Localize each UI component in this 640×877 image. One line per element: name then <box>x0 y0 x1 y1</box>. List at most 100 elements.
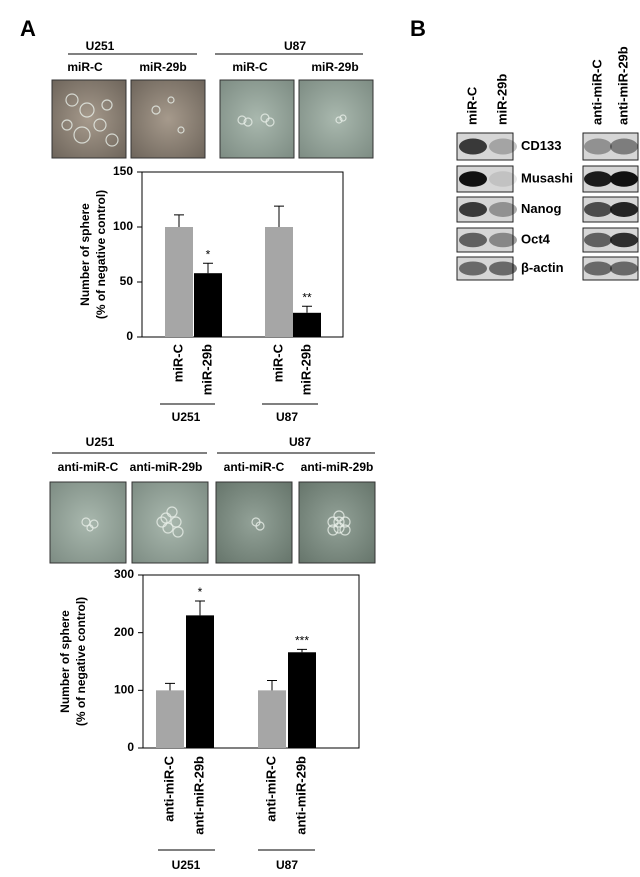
cell <box>333 522 345 534</box>
bar <box>265 227 293 337</box>
bar <box>258 690 286 748</box>
sphere-image <box>51 79 127 159</box>
protein-label: Nanog <box>521 201 562 216</box>
y-axis-label: (% of negative control) <box>94 190 108 319</box>
bar <box>194 273 222 337</box>
x-tick-label: miR-C <box>270 343 285 382</box>
cell <box>93 118 107 132</box>
significance: * <box>198 585 203 599</box>
protein-label: Oct4 <box>521 231 551 246</box>
error-bar <box>174 214 184 227</box>
lane-label: anti-miR-29b <box>615 46 630 125</box>
cell <box>335 116 343 124</box>
cell <box>162 522 174 534</box>
cell <box>339 524 351 536</box>
x-tick-label: miR-C <box>170 343 185 382</box>
protein-label: CD133 <box>521 138 561 153</box>
y-tick-label: 300 <box>114 567 134 581</box>
band <box>584 202 612 217</box>
cell-line-label: U251 <box>86 435 115 449</box>
sphere-image <box>298 481 376 564</box>
band <box>584 138 612 155</box>
y-tick-label: 0 <box>126 329 133 343</box>
sphere-image <box>131 481 209 564</box>
cell <box>89 519 99 529</box>
bar <box>186 615 214 748</box>
y-tick-label: 100 <box>113 219 133 233</box>
y-tick-label: 200 <box>114 625 134 639</box>
x-tick-label: anti-miR-C <box>161 755 176 821</box>
bar <box>293 312 321 337</box>
image-label: anti-miR-29b <box>130 460 203 474</box>
band <box>610 261 638 276</box>
band <box>584 171 612 187</box>
cell <box>167 96 175 104</box>
lane-label: anti-miR-C <box>589 59 604 125</box>
band <box>610 171 638 187</box>
band <box>489 202 517 217</box>
image-label: miR-C <box>232 60 268 74</box>
band <box>459 232 487 248</box>
cell <box>327 516 339 528</box>
x-tick-label: anti-miR-29b <box>191 756 206 835</box>
band <box>459 261 487 276</box>
plot-frame <box>141 171 344 338</box>
image-label: anti-miR-C <box>224 460 285 474</box>
x-tick-label: anti-miR-C <box>263 755 278 821</box>
image-label: miR-29b <box>311 60 358 74</box>
band <box>459 138 487 155</box>
image-label: anti-miR-C <box>58 460 119 474</box>
x-tick-label: anti-miR-29b <box>293 756 308 835</box>
cell <box>65 93 79 107</box>
bar <box>165 227 193 337</box>
y-tick-label: 50 <box>120 274 134 288</box>
band <box>459 171 487 187</box>
error-bar <box>274 205 284 227</box>
image-label: miR-29b <box>139 60 186 74</box>
cell-line-label: U251 <box>86 39 115 53</box>
band <box>489 261 517 276</box>
y-axis-label: (% of negative control) <box>74 597 88 726</box>
cell <box>172 526 184 538</box>
cell <box>333 516 345 528</box>
cell <box>237 115 247 125</box>
sphere-image <box>49 481 127 564</box>
band <box>459 202 487 217</box>
band <box>610 232 638 248</box>
image-label: miR-C <box>67 60 103 74</box>
x-tick-label: miR-29b <box>199 344 214 395</box>
cell <box>73 126 91 144</box>
y-tick-label: 150 <box>113 164 133 178</box>
error-bar <box>165 682 175 691</box>
group-label: U251 <box>172 410 201 424</box>
protein-label: β-actin <box>521 260 564 275</box>
cell <box>105 133 119 147</box>
plot-frame <box>142 574 360 749</box>
cell <box>339 516 351 528</box>
cell <box>79 102 95 118</box>
cell <box>339 114 347 122</box>
y-tick-label: 100 <box>114 683 134 697</box>
sphere-image <box>219 79 295 159</box>
lane-label: miR-C <box>464 86 479 125</box>
cell <box>265 117 275 127</box>
cell <box>61 119 73 131</box>
significance: * <box>206 247 211 261</box>
group-label: U87 <box>276 410 298 424</box>
cell <box>166 506 178 518</box>
error-bar <box>302 305 312 313</box>
band <box>489 138 517 155</box>
error-bar <box>195 600 205 616</box>
error-bar <box>297 648 307 653</box>
band <box>610 202 638 217</box>
band <box>584 232 612 248</box>
band <box>489 171 517 187</box>
cell <box>177 126 185 134</box>
cell <box>327 524 339 536</box>
cell <box>333 510 345 522</box>
significance: ** <box>302 290 312 304</box>
cell <box>243 117 253 127</box>
cell <box>101 99 113 111</box>
x-tick-label: miR-29b <box>298 344 313 395</box>
